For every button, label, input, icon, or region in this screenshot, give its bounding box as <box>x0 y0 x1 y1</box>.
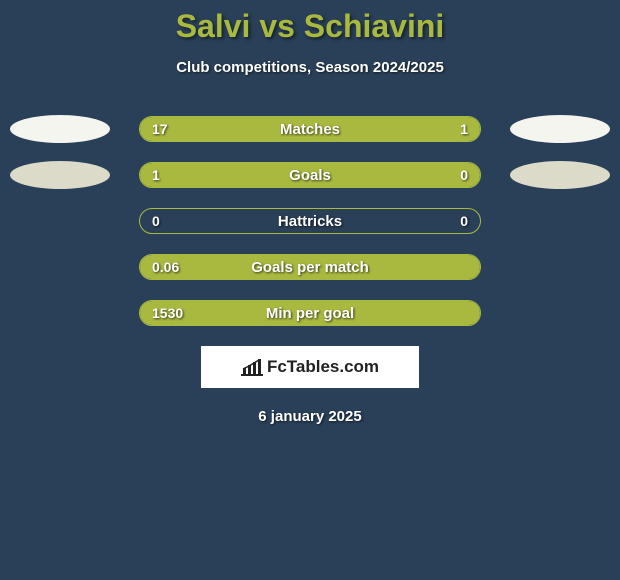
stat-value-left: 0 <box>152 213 160 229</box>
stat-bar: 1 Goals 0 <box>139 162 481 188</box>
stat-row: 0.06 Goals per match <box>0 254 620 280</box>
stat-value-left: 17 <box>152 121 168 137</box>
logo-box: FcTables.com <box>201 346 419 388</box>
stat-bar: 1530 Min per goal <box>139 300 481 326</box>
logo-text: FcTables.com <box>241 357 379 377</box>
stat-label: Min per goal <box>266 305 354 322</box>
stat-value-right: 0 <box>460 213 468 229</box>
player-ellipse-left <box>10 115 110 143</box>
stat-row: 1 Goals 0 <box>0 162 620 188</box>
stat-label: Goals <box>289 167 331 184</box>
bar-fill-left <box>140 117 412 141</box>
logo-label: FcTables.com <box>267 357 379 377</box>
bar-fill-right <box>412 163 480 187</box>
stat-bar: 0.06 Goals per match <box>139 254 481 280</box>
stat-label: Goals per match <box>251 259 369 276</box>
stat-bar: 17 Matches 1 <box>139 116 481 142</box>
stat-label: Matches <box>280 121 340 138</box>
stat-value-right: 0 <box>460 167 468 183</box>
player-ellipse-left <box>10 161 110 189</box>
stat-value-left: 1 <box>152 167 160 183</box>
stat-row: 17 Matches 1 <box>0 116 620 142</box>
stat-row: 1530 Min per goal <box>0 300 620 326</box>
stat-row: 0 Hattricks 0 <box>0 208 620 234</box>
date-text: 6 january 2025 <box>0 408 620 425</box>
page-subtitle: Club competitions, Season 2024/2025 <box>0 59 620 76</box>
page-title: Salvi vs Schiavini <box>0 0 620 45</box>
stat-value-left: 1530 <box>152 305 183 321</box>
stat-value-left: 0.06 <box>152 259 179 275</box>
bar-fill-left <box>140 163 412 187</box>
player-ellipse-right <box>510 161 610 189</box>
bar-fill-right <box>412 117 480 141</box>
chart-icon <box>241 358 263 376</box>
player-ellipse-right <box>510 115 610 143</box>
stat-label: Hattricks <box>278 213 342 230</box>
stat-bar: 0 Hattricks 0 <box>139 208 481 234</box>
stats-content: 17 Matches 1 1 Goals 0 0 Hattricks 0 0.06 Goals pe… <box>0 116 620 326</box>
stat-value-right: 1 <box>460 121 468 137</box>
